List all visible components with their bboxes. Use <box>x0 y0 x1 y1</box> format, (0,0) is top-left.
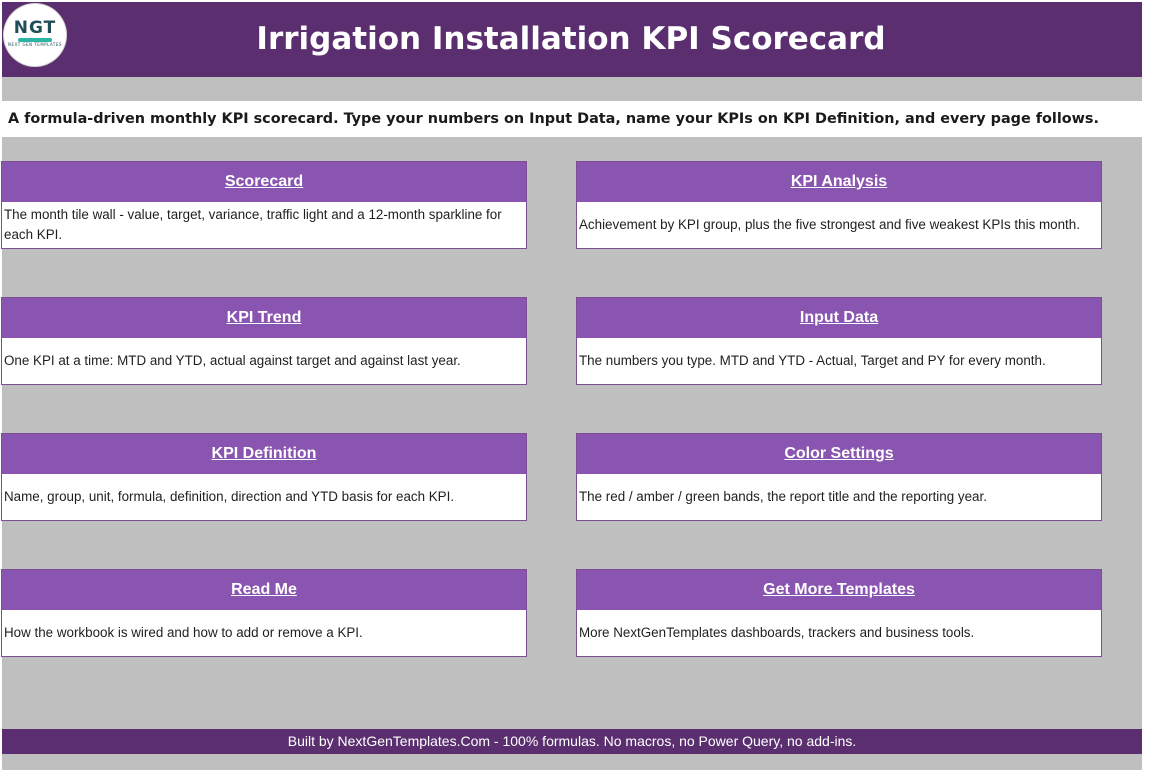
subtitle-band: A formula-driven monthly KPI scorecard. … <box>2 101 1162 137</box>
read-me-link[interactable]: Read Me <box>231 581 297 598</box>
header-banner: NGT NEXT GEN TEMPLATES <box>2 2 1142 77</box>
nav-card-get-more-templates: Get More Templates More NextGenTemplates… <box>576 569 1102 657</box>
card-description: Achievement by KPI group, plus the five … <box>579 217 1080 232</box>
card-header: Color Settings <box>577 434 1101 474</box>
nav-card-kpi-analysis: KPI Analysis Achievement by KPI group, p… <box>576 161 1102 249</box>
card-description: Name, group, unit, formula, definition, … <box>4 489 455 504</box>
card-description: The month tile wall - value, target, var… <box>4 207 502 242</box>
card-description: More NextGenTemplates dashboards, tracke… <box>579 625 975 640</box>
logo-text: NGT <box>13 18 57 38</box>
nav-card-read-me: Read Me How the workbook is wired and ho… <box>1 569 527 657</box>
card-header: KPI Analysis <box>577 162 1101 202</box>
card-header: Read Me <box>2 570 526 610</box>
nav-card-scorecard: Scorecard The month tile wall - value, t… <box>1 161 527 249</box>
nav-card-color-settings: Color Settings The red / amber / green b… <box>576 433 1102 521</box>
kpi-trend-link[interactable]: KPI Trend <box>226 309 302 326</box>
nav-card-kpi-trend: KPI Trend One KPI at a time: MTD and YTD… <box>1 297 527 385</box>
nav-card-kpi-definition: KPI Definition Name, group, unit, formul… <box>1 433 527 521</box>
ngt-logo: NGT NEXT GEN TEMPLATES <box>4 4 66 66</box>
scorecard-link[interactable]: Scorecard <box>224 173 304 190</box>
input-data-link[interactable]: Input Data <box>799 309 879 326</box>
kpi-definition-link[interactable]: KPI Definition <box>211 445 317 462</box>
card-header: KPI Trend <box>2 298 526 338</box>
card-header: Scorecard <box>2 162 526 202</box>
logo-swoosh-icon <box>18 38 52 42</box>
card-description: One KPI at a time: MTD and YTD, actual a… <box>4 353 461 368</box>
page-title: Irrigation Installation KPI Scorecard <box>256 21 886 57</box>
logo-subtext: NEXT GEN TEMPLATES <box>8 42 62 47</box>
kpi-analysis-link[interactable]: KPI Analysis <box>790 173 888 190</box>
card-header: KPI Definition <box>2 434 526 474</box>
card-description: The numbers you type. MTD and YTD - Actu… <box>579 353 1046 368</box>
page-subtitle: A formula-driven monthly KPI scorecard. … <box>8 111 1099 127</box>
card-description: How the workbook is wired and how to add… <box>4 625 363 640</box>
card-header: Get More Templates <box>577 570 1101 610</box>
footer-banner: Built by NextGenTemplates.Com - 100% for… <box>2 729 1142 754</box>
get-more-templates-link[interactable]: Get More Templates <box>763 581 915 598</box>
card-header: Input Data <box>577 298 1101 338</box>
nav-card-input-data: Input Data The numbers you type. MTD and… <box>576 297 1102 385</box>
color-settings-link[interactable]: Color Settings <box>784 445 894 462</box>
card-description: The red / amber / green bands, the repor… <box>579 489 987 504</box>
